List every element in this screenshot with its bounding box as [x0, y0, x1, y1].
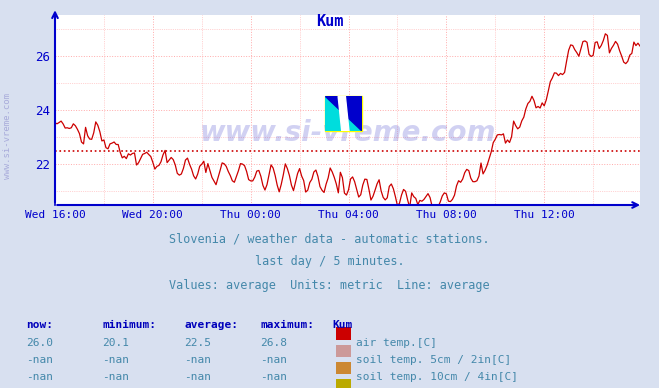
Text: maximum:: maximum: — [260, 320, 314, 330]
Polygon shape — [338, 96, 349, 131]
Text: Kum: Kum — [333, 320, 353, 330]
Text: 26.8: 26.8 — [260, 338, 287, 348]
Text: -nan: -nan — [102, 355, 129, 365]
Text: Slovenia / weather data - automatic stations.: Slovenia / weather data - automatic stat… — [169, 232, 490, 245]
Text: -nan: -nan — [185, 355, 212, 365]
Text: soil temp. 5cm / 2in[C]: soil temp. 5cm / 2in[C] — [356, 355, 511, 365]
Polygon shape — [326, 96, 362, 131]
Text: Kum: Kum — [316, 14, 343, 29]
Text: -nan: -nan — [26, 355, 53, 365]
Text: minimum:: minimum: — [102, 320, 156, 330]
Text: Values: average  Units: metric  Line: average: Values: average Units: metric Line: aver… — [169, 279, 490, 292]
Text: last day / 5 minutes.: last day / 5 minutes. — [254, 255, 405, 268]
Text: www.si-vreme.com: www.si-vreme.com — [3, 93, 13, 179]
Text: air temp.[C]: air temp.[C] — [356, 338, 437, 348]
Text: 20.1: 20.1 — [102, 338, 129, 348]
Text: -nan: -nan — [26, 372, 53, 383]
Text: -nan: -nan — [185, 372, 212, 383]
Text: 26.0: 26.0 — [26, 338, 53, 348]
Text: soil temp. 10cm / 4in[C]: soil temp. 10cm / 4in[C] — [356, 372, 518, 383]
Text: -nan: -nan — [260, 355, 287, 365]
Text: -nan: -nan — [102, 372, 129, 383]
Text: www.si-vreme.com: www.si-vreme.com — [199, 119, 496, 147]
Polygon shape — [326, 96, 362, 131]
Text: -nan: -nan — [260, 372, 287, 383]
Text: average:: average: — [185, 320, 239, 330]
Text: 22.5: 22.5 — [185, 338, 212, 348]
Text: now:: now: — [26, 320, 53, 330]
